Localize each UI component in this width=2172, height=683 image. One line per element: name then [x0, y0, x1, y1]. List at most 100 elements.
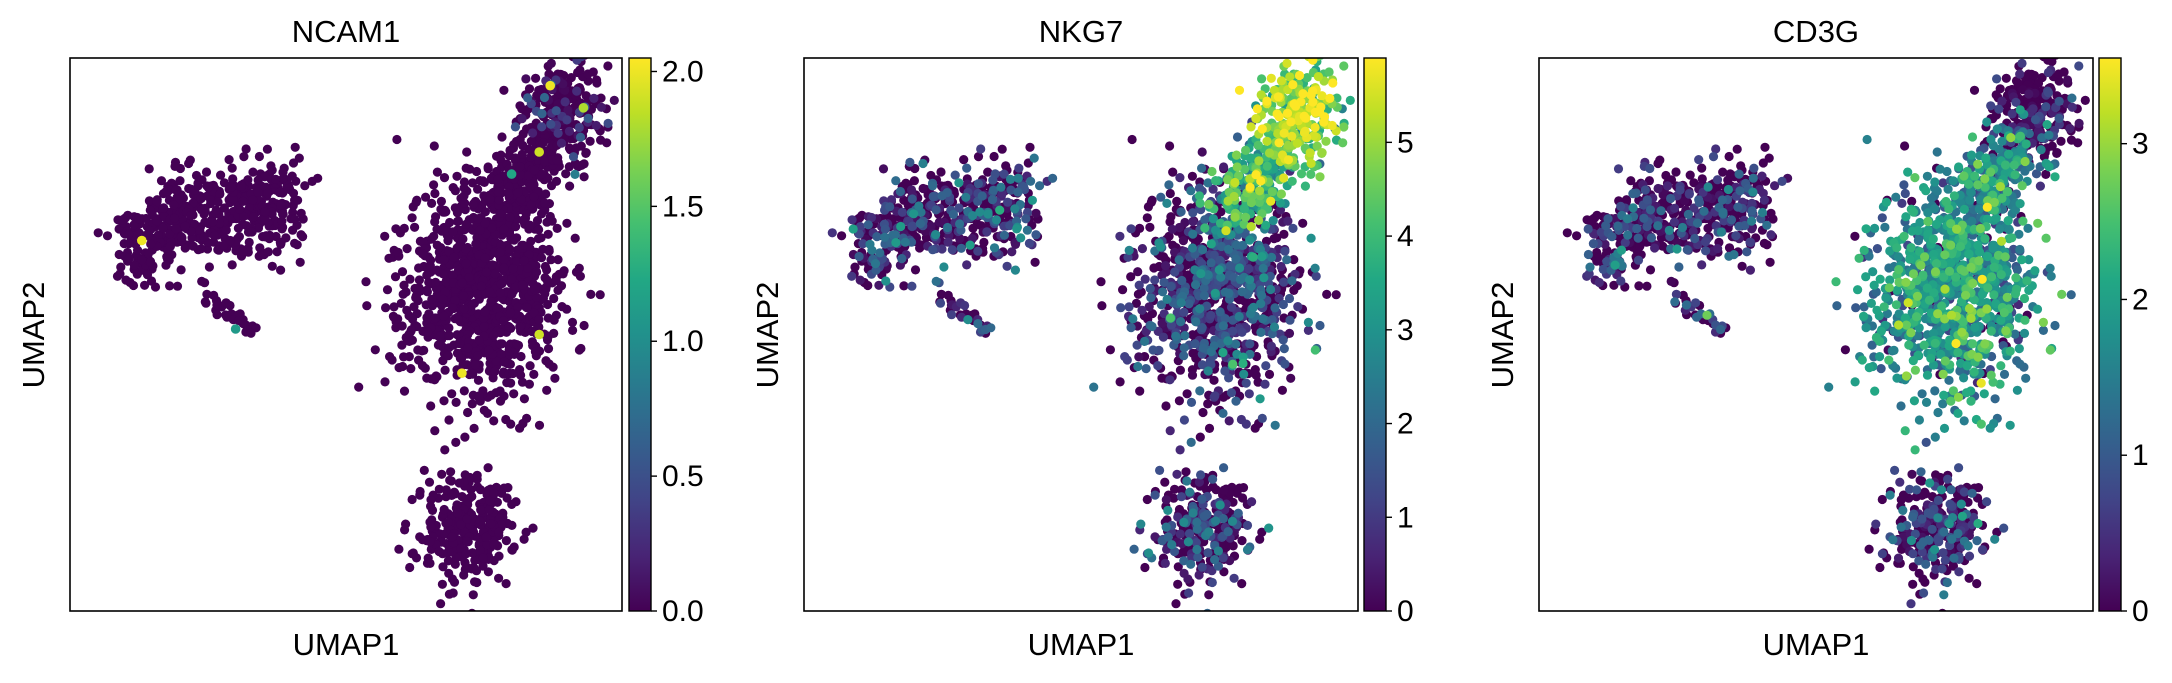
cell-point	[437, 469, 447, 479]
cell-point	[495, 247, 505, 257]
colorbar-tick-label: 5	[1397, 126, 1414, 159]
cell-point	[1156, 300, 1166, 310]
cell-point	[1184, 299, 1194, 309]
cell-point	[288, 188, 299, 198]
cell-point	[274, 187, 285, 198]
cell-point	[525, 220, 535, 230]
cell-point	[399, 223, 409, 233]
cell-point	[161, 186, 171, 197]
cell-point	[537, 169, 547, 179]
cell-point	[464, 272, 474, 282]
cell-point	[444, 415, 454, 425]
cell-point	[576, 141, 586, 151]
cell-point	[499, 263, 509, 273]
cell-point	[570, 169, 580, 179]
cell-point	[552, 155, 562, 165]
cell-point	[1306, 158, 1316, 168]
cell-point	[276, 265, 286, 275]
cell-point	[1306, 169, 1316, 179]
cell-point	[1308, 97, 1318, 107]
cell-point	[437, 579, 447, 589]
cell-point	[551, 106, 561, 116]
cell-point	[1208, 184, 1218, 194]
cell-point	[417, 249, 428, 259]
cell-point	[1274, 138, 1284, 148]
cell-point	[1140, 336, 1150, 346]
cell-point	[1285, 315, 1295, 325]
cell-point	[1161, 522, 1171, 532]
cell-point	[1224, 288, 1234, 298]
cell-point	[1234, 171, 1244, 181]
cell-point	[871, 265, 881, 275]
cell-point	[434, 546, 444, 557]
cell-point	[225, 235, 235, 246]
cell-point	[530, 347, 541, 357]
scatter-points	[93, 58, 619, 611]
colorbar-tick-label: 1.5	[662, 190, 704, 223]
cell-point	[579, 172, 589, 182]
cell-point	[1024, 238, 1034, 248]
cell-point	[219, 178, 229, 188]
cell-point	[1165, 375, 1175, 385]
cell-point	[1626, 176, 1636, 186]
cell-point	[215, 189, 225, 199]
cell-point	[1147, 321, 1157, 332]
cell-point	[152, 196, 162, 207]
cell-point	[548, 362, 558, 372]
cell-point	[905, 157, 915, 167]
cell-point	[1132, 340, 1142, 350]
cell-point	[858, 239, 868, 249]
cell-point	[1176, 207, 1186, 217]
cell-point	[897, 254, 907, 264]
cell-point	[1179, 307, 1189, 317]
cell-point	[1587, 215, 1597, 225]
cell-point	[1269, 322, 1280, 332]
cell-point	[188, 241, 198, 251]
cell-point	[381, 303, 391, 313]
cell-point	[586, 289, 596, 299]
cell-point	[1096, 277, 1106, 287]
cell-point	[1308, 58, 1318, 65]
cell-point	[1022, 225, 1032, 235]
cell-point	[585, 136, 595, 146]
cell-point	[1186, 186, 1196, 196]
cell-point	[1025, 142, 1035, 152]
cell-point	[496, 279, 506, 289]
panel-title: NKG7	[1039, 14, 1123, 49]
cell-point	[457, 278, 467, 288]
cell-point	[1257, 252, 1267, 262]
cell-point	[541, 189, 551, 199]
cell-point	[988, 175, 998, 185]
cell-point	[447, 303, 458, 313]
cell-point	[1257, 74, 1267, 84]
cell-point	[247, 227, 257, 237]
cell-point	[143, 248, 153, 259]
cell-point	[124, 253, 134, 263]
cell-point	[447, 532, 457, 542]
cell-point	[152, 216, 162, 226]
cell-point	[918, 158, 928, 169]
cell-point	[1179, 415, 1189, 425]
cell-point	[1186, 437, 1196, 447]
cell-point	[461, 259, 471, 269]
cell-point	[300, 181, 310, 191]
cell-point	[1262, 161, 1272, 171]
cell-point	[935, 298, 946, 308]
cell-point	[1231, 254, 1241, 264]
cell-point	[158, 203, 168, 213]
cell-point	[487, 260, 497, 270]
cell-point	[490, 269, 500, 279]
cell-point	[1173, 562, 1183, 572]
cell-point	[408, 548, 418, 558]
cell-point	[596, 102, 607, 112]
cell-point	[528, 128, 538, 138]
cell-point	[501, 536, 511, 546]
cell-point	[907, 281, 917, 291]
cell-point	[542, 385, 552, 395]
cell-point	[1257, 290, 1267, 300]
cell-point	[519, 394, 530, 404]
cell-point	[494, 195, 504, 205]
cell-point	[558, 269, 568, 279]
cell-point	[558, 79, 568, 89]
cell-point	[455, 353, 465, 363]
